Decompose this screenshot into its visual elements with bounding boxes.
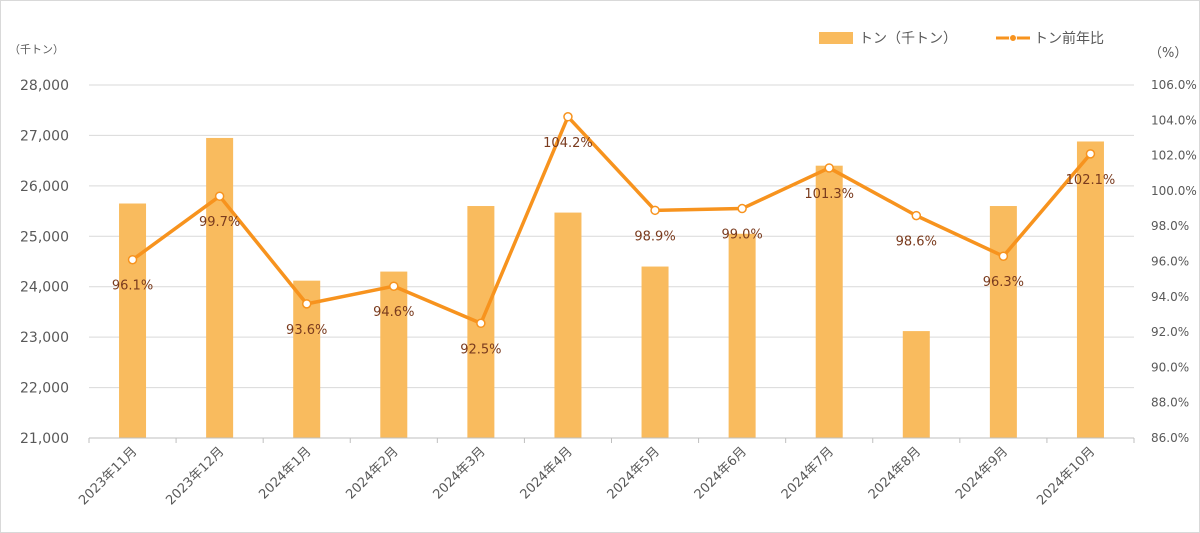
right-tick-label: 90.0% — [1151, 360, 1189, 374]
bar — [206, 137, 234, 438]
right-tick-label: 98.0% — [1151, 219, 1189, 233]
left-unit-label: （千トン） — [9, 43, 64, 56]
bar — [119, 203, 147, 438]
line-point — [476, 318, 486, 329]
right-tick-label: 104.0% — [1151, 113, 1197, 127]
bar — [641, 266, 669, 438]
x-tick-label: 2024年2月 — [343, 444, 401, 502]
data-label: 104.2% — [543, 136, 593, 151]
left-tick-label: 28,000 — [20, 78, 69, 94]
line-point — [389, 281, 399, 291]
x-tick-label: 2023年11月 — [76, 444, 140, 508]
x-tick-label: 2024年9月 — [953, 444, 1011, 502]
left-tick-label: 25,000 — [20, 229, 69, 245]
x-axis: 2023年11月 2023年12月 2024年1月 2024年2月 2024年3月 202… — [76, 437, 1135, 508]
left-tick-label: 27,000 — [20, 128, 69, 144]
x-tick-label: 2024年3月 — [430, 444, 488, 502]
data-label: 94.6% — [373, 305, 414, 320]
data-label: 101.3% — [804, 187, 854, 202]
x-tick-label: 2024年7月 — [779, 444, 837, 502]
data-label: 99.0% — [721, 228, 762, 243]
line-point — [824, 163, 834, 173]
right-tick-label: 102.0% — [1151, 149, 1197, 163]
legend-bar-swatch — [819, 32, 853, 44]
left-tick-label: 21,000 — [20, 431, 69, 447]
left-tick-label: 24,000 — [20, 280, 69, 296]
data-label: 98.9% — [634, 229, 675, 244]
right-unit-label: （%） — [1149, 46, 1187, 61]
line-point — [998, 251, 1009, 261]
line-point — [650, 205, 660, 216]
right-tick-label: 86.0% — [1151, 431, 1189, 445]
left-tick-label: 23,000 — [20, 330, 69, 346]
right-tick-label: 94.0% — [1151, 290, 1189, 304]
bar — [554, 212, 582, 438]
bar — [380, 271, 408, 438]
gridlines — [89, 84, 1134, 439]
right-axis: 86.0% 88.0% 90.0% 92.0% 94.0% 96.0% 98.0% 100.0… — [1151, 78, 1197, 445]
data-label: 102.1% — [1066, 173, 1116, 188]
right-tick-label: 96.0% — [1151, 255, 1189, 269]
data-label: 99.7% — [199, 215, 240, 230]
x-tick-label: 2024年1月 — [256, 444, 314, 502]
line-point — [301, 299, 312, 309]
right-tick-label: 92.0% — [1151, 325, 1189, 339]
x-tick-label: 2024年10月 — [1034, 444, 1098, 508]
right-tick-label: 100.0% — [1151, 184, 1197, 198]
data-labels: 96.1% 99.7% 93.6% 94.6% 92.5% 104.2% 98.9% 99.0… — [112, 136, 1115, 358]
legend-line-marker — [1009, 34, 1017, 42]
line-series — [131, 115, 1092, 326]
data-label: 98.6% — [896, 235, 937, 250]
x-tick-label: 2023年12月 — [163, 444, 227, 508]
bar — [728, 233, 756, 438]
x-tick-label: 2024年6月 — [692, 444, 750, 502]
left-axis: 21,000 22,000 23,000 24,000 25,000 26,000 27,0… — [20, 78, 69, 447]
right-tick-label: 106.0% — [1151, 78, 1197, 92]
line-path — [131, 115, 1092, 326]
line-point — [127, 254, 138, 265]
line-point — [563, 112, 573, 122]
legend-line-label: トン前年比 — [1034, 30, 1104, 47]
x-tick-label: 2024年8月 — [866, 444, 924, 502]
line-point — [911, 210, 922, 221]
bar — [1076, 141, 1104, 439]
line-point — [214, 191, 225, 201]
data-label: 96.3% — [983, 275, 1024, 290]
legend: トン（千トン） トン前年比 — [819, 30, 1104, 47]
line-point — [737, 203, 747, 214]
x-tick-label: 2024年5月 — [605, 444, 663, 502]
bar — [989, 206, 1017, 438]
data-label: 92.5% — [460, 342, 501, 357]
line-points — [127, 112, 1096, 329]
legend-bar-label: トン（千トン） — [859, 31, 957, 47]
bar-series — [119, 137, 1104, 439]
right-tick-label: 88.0% — [1151, 396, 1189, 410]
left-tick-label: 26,000 — [20, 179, 69, 195]
line-point — [1085, 149, 1096, 159]
x-tick-label: 2024年4月 — [518, 444, 576, 502]
bar — [815, 165, 843, 438]
data-label: 93.6% — [286, 323, 327, 338]
bar — [902, 331, 930, 438]
data-label: 96.1% — [112, 279, 153, 294]
left-tick-label: 22,000 — [20, 381, 69, 397]
